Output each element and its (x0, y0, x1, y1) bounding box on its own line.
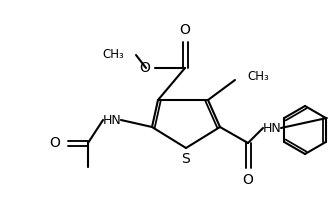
Text: HN: HN (102, 114, 121, 126)
Text: S: S (182, 152, 191, 166)
Text: O: O (139, 61, 150, 75)
Text: HN: HN (263, 121, 281, 135)
Text: O: O (49, 136, 60, 150)
Text: O: O (243, 173, 253, 187)
Text: CH₃: CH₃ (102, 48, 124, 62)
Text: CH₃: CH₃ (247, 69, 269, 83)
Text: O: O (179, 23, 191, 37)
